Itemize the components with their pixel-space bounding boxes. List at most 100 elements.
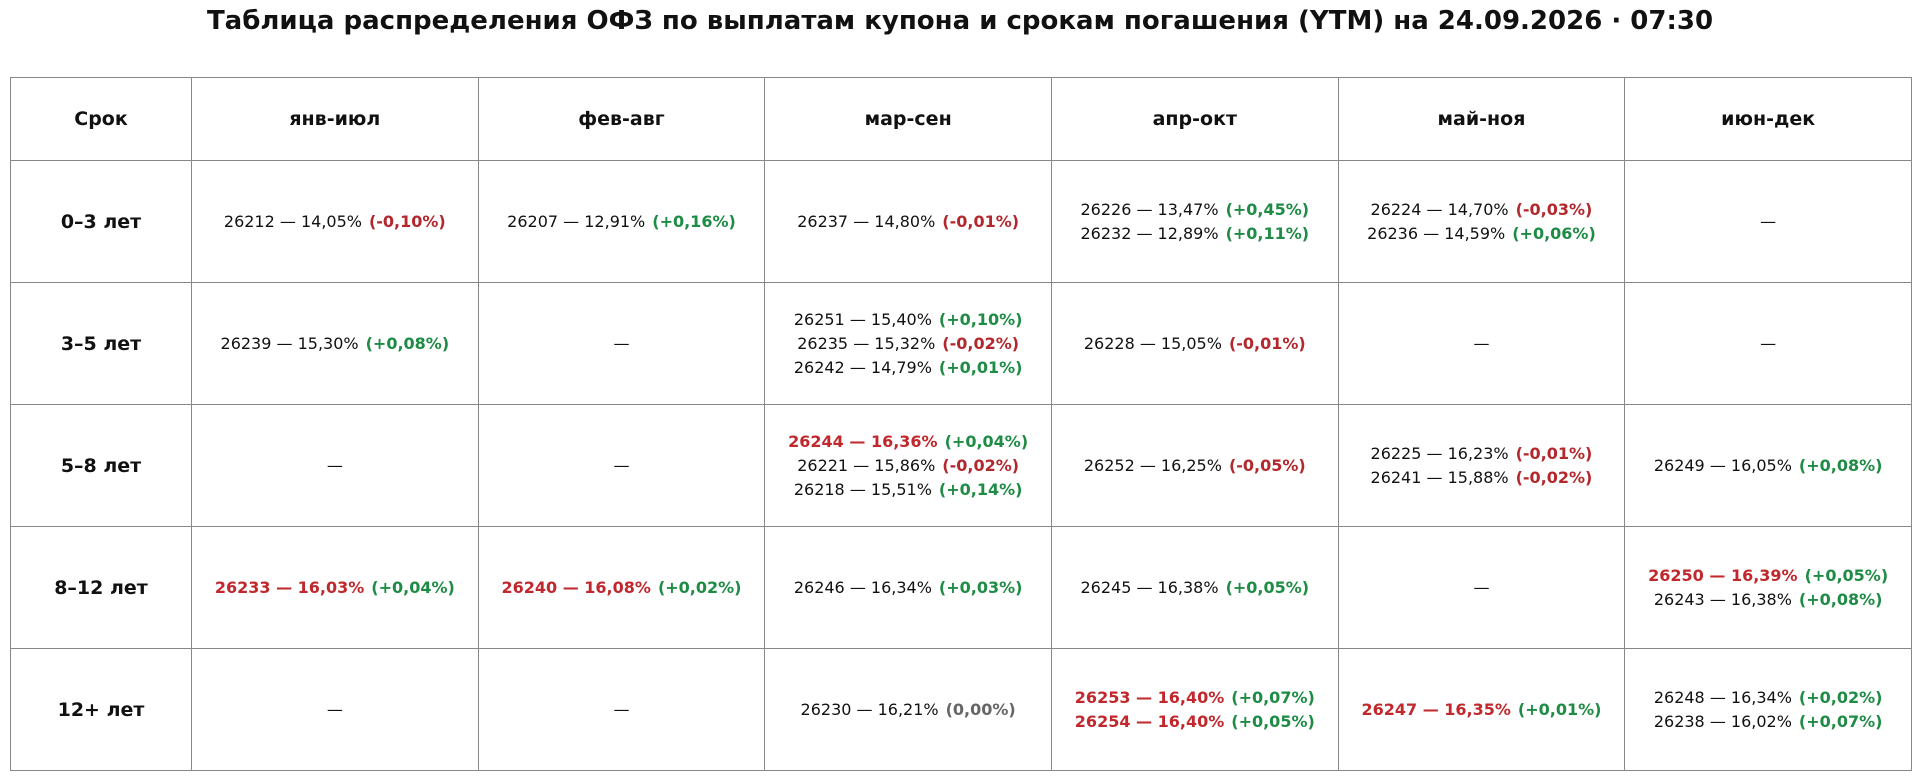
bond-yield: 26243 — 16,38%	[1653, 589, 1792, 609]
yield-change: (+0,01%)	[1517, 699, 1602, 719]
yield-change: (+0,14%)	[938, 479, 1023, 499]
bond-entry: 26253 — 16,40% (+0,07%)	[1052, 686, 1338, 710]
bond-cell: 26233 — 16,03% (+0,04%)	[191, 526, 479, 649]
empty-cell: —	[477, 282, 766, 405]
yield-change: (+0,08%)	[365, 333, 450, 353]
yield-change: (+0,08%)	[1798, 589, 1883, 609]
empty-cell: —	[1624, 282, 1912, 405]
bond-entry: 26218 — 15,51% (+0,14%)	[765, 478, 1051, 502]
bond-cell: 26237 — 14,80% (-0,01%)	[764, 160, 1052, 283]
bond-entry: 26207 — 12,91% (+0,16%)	[479, 210, 765, 234]
yield-change: (+0,16%)	[652, 211, 736, 231]
bond-entry: 26235 — 15,32% (-0,02%)	[765, 332, 1051, 356]
bond-entry: 26226 — 13,47% (+0,45%)	[1052, 198, 1338, 222]
bond-cell: 26253 — 16,40% (+0,07%) 26254 — 16,40% (+0,…	[1050, 648, 1339, 771]
row-label: 0–3 лет	[10, 160, 192, 283]
bond-yield: 26228 — 15,05%	[1083, 333, 1222, 353]
bond-entry: 26244 — 16,36% (+0,04%)	[765, 430, 1051, 454]
bond-cell: 26248 — 16,34% (+0,02%) 26238 — 16,02% (+0,…	[1624, 648, 1912, 771]
bond-yield: 26235 — 15,32%	[797, 333, 936, 353]
bond-yield: 26221 — 15,86%	[797, 455, 936, 475]
column-header: апр-окт	[1050, 77, 1339, 161]
bond-cell: 26249 — 16,05% (+0,08%)	[1624, 404, 1912, 527]
bond-yield: 26212 — 14,05%	[223, 211, 362, 231]
yield-change: (+0,05%)	[1231, 711, 1315, 731]
row-label: 3–5 лет	[10, 282, 192, 405]
bond-yield: 26254 — 16,40%	[1074, 711, 1225, 731]
bond-entry: 26241 — 15,88% (-0,02%)	[1339, 466, 1625, 490]
yield-change: (-0,03%)	[1515, 199, 1593, 219]
bond-yield: 26244 — 16,36%	[788, 431, 938, 451]
bond-entry: 26240 — 16,08% (+0,02%)	[479, 576, 765, 600]
bond-yield: 26233 — 16,03%	[214, 577, 365, 597]
empty-cell: —	[191, 648, 479, 771]
bond-yield: 26251 — 15,40%	[793, 309, 932, 329]
empty-cell: —	[477, 404, 766, 527]
table-row: 12+ лет — —26230 — 16,21% (0,00%) 26253 — 16…	[10, 648, 1912, 771]
bond-entry: 26248 — 16,34% (+0,02%)	[1625, 686, 1911, 710]
bond-cell: 26251 — 15,40% (+0,10%) 26235 — 15,32% (-0,…	[764, 282, 1052, 405]
bond-yield: 26246 — 16,34%	[793, 577, 932, 597]
bond-entry: 26245 — 16,38% (+0,05%)	[1052, 576, 1338, 600]
yield-change: (-0,01%)	[942, 211, 1020, 231]
yield-change: (-0,05%)	[1228, 455, 1306, 475]
bond-cell: 26245 — 16,38% (+0,05%)	[1050, 526, 1339, 649]
yield-change: (-0,01%)	[1515, 443, 1593, 463]
bond-cell: 26207 — 12,91% (+0,16%)	[477, 160, 766, 283]
bond-entry: 26230 — 16,21% (0,00%)	[765, 698, 1051, 722]
empty-cell: —	[1337, 282, 1626, 405]
bond-yield: 26230 — 16,21%	[800, 699, 939, 719]
yield-change: (+0,02%)	[1798, 687, 1883, 707]
table-row: 3–5 лет 26239 — 15,30% (+0,08%) —26251 — 15…	[10, 282, 1912, 405]
bond-yield: 26207 — 12,91%	[507, 211, 646, 231]
header-row: Срок янв-июл фев-авг мар-сен апр-окт май-ноя и…	[10, 77, 1912, 161]
bond-entry: 26224 — 14,70% (-0,03%)	[1339, 198, 1625, 222]
column-header: янв-июл	[191, 77, 479, 161]
bond-entry: 26247 — 16,35% (+0,01%)	[1339, 698, 1625, 722]
yield-change: (+0,11%)	[1225, 223, 1310, 243]
bond-entry: 26238 — 16,02% (+0,07%)	[1625, 710, 1911, 734]
bond-cell: 26244 — 16,36% (+0,04%) 26221 — 15,86% (-0,…	[764, 404, 1052, 527]
yield-change: (+0,10%)	[938, 309, 1023, 329]
bond-cell: 26240 — 16,08% (+0,02%)	[477, 526, 766, 649]
empty-cell: —	[477, 648, 766, 771]
yield-change: (+0,02%)	[657, 577, 742, 597]
bond-entry: 26239 — 15,30% (+0,08%)	[192, 332, 478, 356]
bond-entry: 26221 — 15,86% (-0,02%)	[765, 454, 1051, 478]
bond-yield: 26240 — 16,08%	[501, 577, 651, 597]
bond-cell: 26224 — 14,70% (-0,03%) 26236 — 14,59% (+0,…	[1337, 160, 1626, 283]
bond-cell: 26252 — 16,25% (-0,05%)	[1050, 404, 1339, 527]
yield-change: (+0,05%)	[1804, 565, 1889, 585]
page-title: Таблица распределения ОФЗ по выплатам ку…	[206, 6, 1714, 36]
yield-change: (+0,01%)	[938, 357, 1023, 377]
yield-change: (-0,02%)	[1515, 467, 1593, 487]
bond-yield: 26225 — 16,23%	[1370, 443, 1509, 463]
bond-yield: 26252 — 16,25%	[1083, 455, 1222, 475]
yield-change: (+0,03%)	[938, 577, 1023, 597]
bond-entry: 26236 — 14,59% (+0,06%)	[1339, 222, 1625, 246]
yield-change: (-0,10%)	[368, 211, 446, 231]
bond-entry: 26246 — 16,34% (+0,03%)	[765, 576, 1051, 600]
bond-entry: 26250 — 16,39% (+0,05%)	[1625, 564, 1911, 588]
bond-entry: 26252 — 16,25% (-0,05%)	[1052, 454, 1338, 478]
yield-change: (+0,07%)	[1231, 687, 1315, 707]
bond-yield: 26226 — 13,47%	[1080, 199, 1219, 219]
bond-cell: 26246 — 16,34% (+0,03%)	[764, 526, 1052, 649]
row-label: 12+ лет	[10, 648, 192, 771]
bond-cell: 26226 — 13,47% (+0,45%) 26232 — 12,89% (+0,…	[1050, 160, 1339, 283]
bond-entry: 26243 — 16,38% (+0,08%)	[1625, 588, 1911, 612]
bond-table: Срок янв-июл фев-авг мар-сен апр-окт май-ноя и…	[10, 77, 1912, 771]
bond-cell: 26250 — 16,39% (+0,05%) 26243 — 16,38% (+0,…	[1624, 526, 1912, 649]
bond-yield: 26253 — 16,40%	[1074, 687, 1225, 707]
bond-entry: 26242 — 14,79% (+0,01%)	[765, 356, 1051, 380]
bond-cell: 26228 — 15,05% (-0,01%)	[1050, 282, 1339, 405]
bond-yield: 26238 — 16,02%	[1653, 711, 1792, 731]
bond-cell: 26225 — 16,23% (-0,01%) 26241 — 15,88% (-0,…	[1337, 404, 1626, 527]
bond-entry: 26228 — 15,05% (-0,01%)	[1052, 332, 1338, 356]
yield-change: (+0,04%)	[944, 431, 1029, 451]
bond-entry: 26233 — 16,03% (+0,04%)	[192, 576, 478, 600]
yield-change: (+0,07%)	[1798, 711, 1883, 731]
bond-yield: 26250 — 16,39%	[1648, 565, 1798, 585]
bond-cell: 26212 — 14,05% (-0,10%)	[191, 160, 479, 283]
